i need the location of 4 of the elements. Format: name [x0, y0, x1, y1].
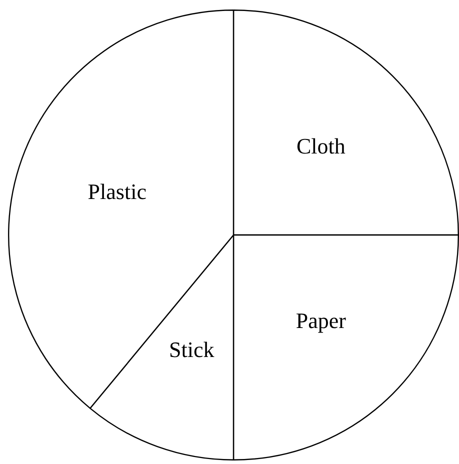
slice-label: Stick [168, 337, 214, 362]
slice-label: Paper [296, 308, 347, 334]
slice-label: Cloth [296, 133, 346, 158]
slice-label: Plastic [88, 178, 147, 204]
